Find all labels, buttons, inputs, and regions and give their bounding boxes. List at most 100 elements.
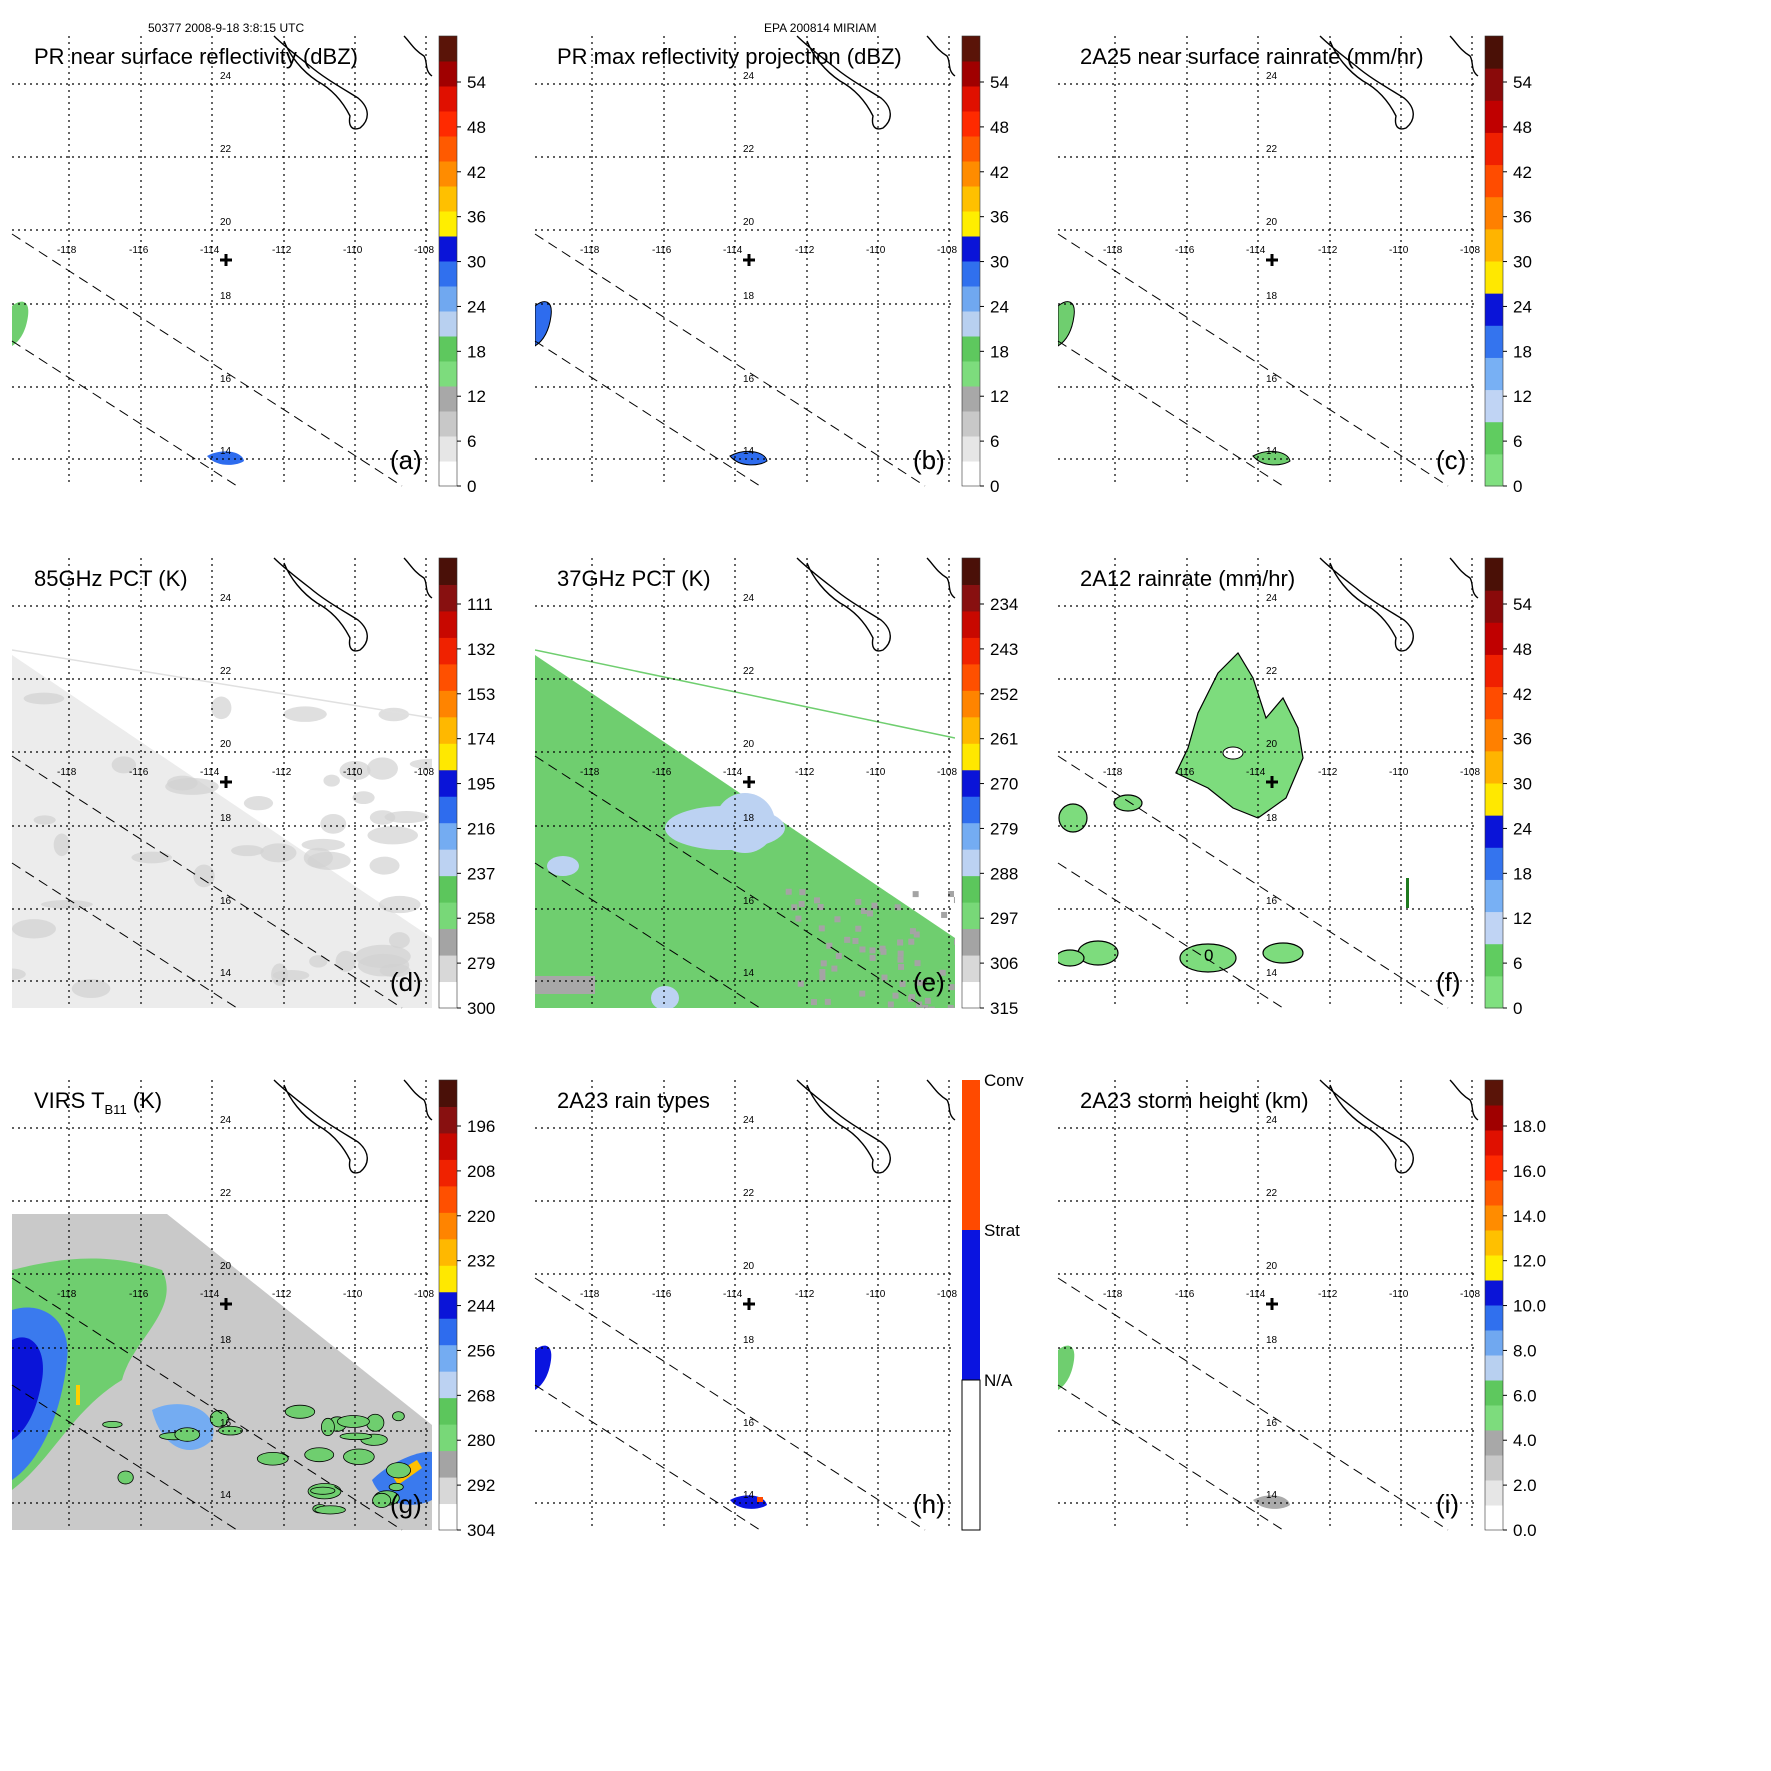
colorbar-segment bbox=[1485, 1155, 1503, 1181]
lat-label: 14 bbox=[1266, 968, 1278, 979]
colorbar-segment bbox=[1485, 558, 1503, 591]
pct-texture bbox=[352, 791, 375, 805]
lat-label: 14 bbox=[220, 968, 232, 979]
colorbar-segment bbox=[1485, 1180, 1503, 1206]
colorbar-label: 297 bbox=[990, 909, 1018, 928]
pct-cold-patch bbox=[547, 856, 579, 876]
pct-texture bbox=[53, 833, 70, 857]
coastline bbox=[1449, 1079, 1479, 1121]
pct-texture bbox=[193, 864, 215, 888]
colorbar-label: 6.0 bbox=[1513, 1386, 1537, 1405]
colorbar-segment bbox=[1485, 357, 1503, 391]
lon-label: -116 bbox=[652, 245, 672, 256]
swath-edge-dashed bbox=[534, 1384, 761, 1531]
lon-label: -118 bbox=[1103, 245, 1123, 256]
echo-cluster bbox=[1253, 1495, 1290, 1509]
colorbar-segment bbox=[962, 796, 980, 824]
pct-texture bbox=[12, 919, 56, 939]
colorbar-segment bbox=[962, 849, 980, 877]
map-area bbox=[12, 649, 432, 1008]
pct-texture bbox=[12, 968, 26, 980]
lat-label: 16 bbox=[743, 374, 755, 385]
colorbar-segment bbox=[439, 875, 457, 903]
colorbar-label: 12 bbox=[467, 387, 486, 406]
lat-label: 24 bbox=[743, 593, 755, 604]
colorbar-label: 268 bbox=[467, 1386, 495, 1405]
lon-label: -112 bbox=[272, 767, 292, 778]
colorbar-segment bbox=[1485, 911, 1503, 945]
colorbar-segment bbox=[962, 690, 980, 718]
pct-texture bbox=[369, 810, 396, 825]
lon-label: -118 bbox=[580, 767, 600, 778]
lon-label: -112 bbox=[795, 767, 815, 778]
colorbar-label: 8.0 bbox=[1513, 1341, 1537, 1360]
colorbar: N/A Strat Conv bbox=[961, 1071, 1024, 1531]
panel-label: (d) bbox=[390, 967, 422, 997]
pct-warm-pixel bbox=[834, 916, 841, 923]
pct-texture bbox=[384, 811, 429, 824]
colorbar-segment bbox=[439, 286, 457, 312]
colorbar-label: 6 bbox=[1513, 432, 1522, 451]
cloud-cell bbox=[117, 1470, 134, 1485]
pct-texture bbox=[23, 692, 65, 705]
pct-warm-pixel bbox=[908, 994, 915, 1001]
pct-warm-pixel bbox=[897, 956, 904, 963]
colorbar-segment bbox=[962, 955, 980, 983]
lon-label: -112 bbox=[1318, 767, 1338, 778]
swath-edge-dashed bbox=[1057, 1384, 1284, 1531]
colorbar-segment bbox=[1485, 100, 1503, 133]
lat-label: 14 bbox=[743, 446, 755, 457]
colorbar-segment bbox=[1485, 590, 1503, 623]
colorbar-label: 54 bbox=[467, 73, 486, 92]
lon-label: -114 bbox=[200, 245, 220, 256]
colorbar: 18.0 16.0 14.0 12.0 10.0 8.0 6.0 4.0 2.0 0.0 bbox=[1484, 1079, 1546, 1540]
rain-area bbox=[1113, 794, 1143, 812]
colorbar-label: 132 bbox=[467, 640, 495, 659]
panel-label: (h) bbox=[913, 1489, 945, 1519]
colorbar-segment bbox=[1485, 654, 1503, 688]
lon-label: -118 bbox=[57, 245, 77, 256]
colorbar-segment bbox=[1485, 421, 1503, 455]
colorbar: 54 48 42 36 30 24 18 12 6 0 bbox=[961, 35, 1009, 496]
cloud-cell bbox=[174, 1427, 201, 1442]
colorbar-segment bbox=[439, 902, 457, 930]
lat-label: 22 bbox=[1266, 666, 1278, 677]
storm-center-marker bbox=[1266, 1298, 1278, 1310]
lat-label: 14 bbox=[743, 1490, 755, 1501]
colorbar-segment bbox=[439, 690, 457, 718]
pct-warm-pixel bbox=[869, 954, 876, 961]
colorbar-label: 54 bbox=[1513, 73, 1532, 92]
panel-title: 2A12 rainrate (mm/hr) bbox=[1080, 566, 1295, 591]
colorbar-segment bbox=[962, 236, 980, 262]
colorbar-segment bbox=[439, 1238, 457, 1266]
lat-label: 14 bbox=[1266, 446, 1278, 457]
colorbar-label: 30 bbox=[1513, 775, 1532, 794]
lon-label: -116 bbox=[129, 767, 149, 778]
colorbar-segment bbox=[962, 86, 980, 112]
pct-warm-pixel bbox=[819, 974, 826, 981]
lat-label: 20 bbox=[1266, 1261, 1278, 1272]
swath-edge-dashed bbox=[1057, 862, 1284, 1009]
colorbar-frame bbox=[961, 35, 981, 487]
swath-edge-dashed bbox=[534, 1277, 926, 1531]
map-area bbox=[1058, 1345, 1290, 1509]
colorbar-label: 30 bbox=[467, 253, 486, 272]
lon-label: -114 bbox=[1246, 245, 1266, 256]
lon-label: -116 bbox=[1175, 245, 1195, 256]
colorbar-segment bbox=[1485, 293, 1503, 326]
colorbar-segment bbox=[439, 1212, 457, 1240]
colorbar-segment bbox=[439, 1371, 457, 1399]
cloud-cell bbox=[304, 1447, 335, 1463]
colorbar-segment bbox=[1485, 1080, 1503, 1106]
lon-label: -108 bbox=[414, 245, 434, 256]
cloud-cell bbox=[209, 1410, 229, 1428]
storm-center-marker bbox=[743, 254, 755, 266]
swath-edge-dashed bbox=[1057, 1277, 1449, 1531]
colorbar-segment bbox=[439, 411, 457, 437]
colorbar-segment bbox=[1485, 1355, 1503, 1381]
pct-warm-pixel bbox=[817, 904, 824, 911]
pct-warm-pixel bbox=[855, 925, 862, 932]
pct-warm-pixel bbox=[913, 931, 920, 938]
pct-texture bbox=[71, 979, 111, 999]
lat-label: 20 bbox=[743, 217, 755, 228]
